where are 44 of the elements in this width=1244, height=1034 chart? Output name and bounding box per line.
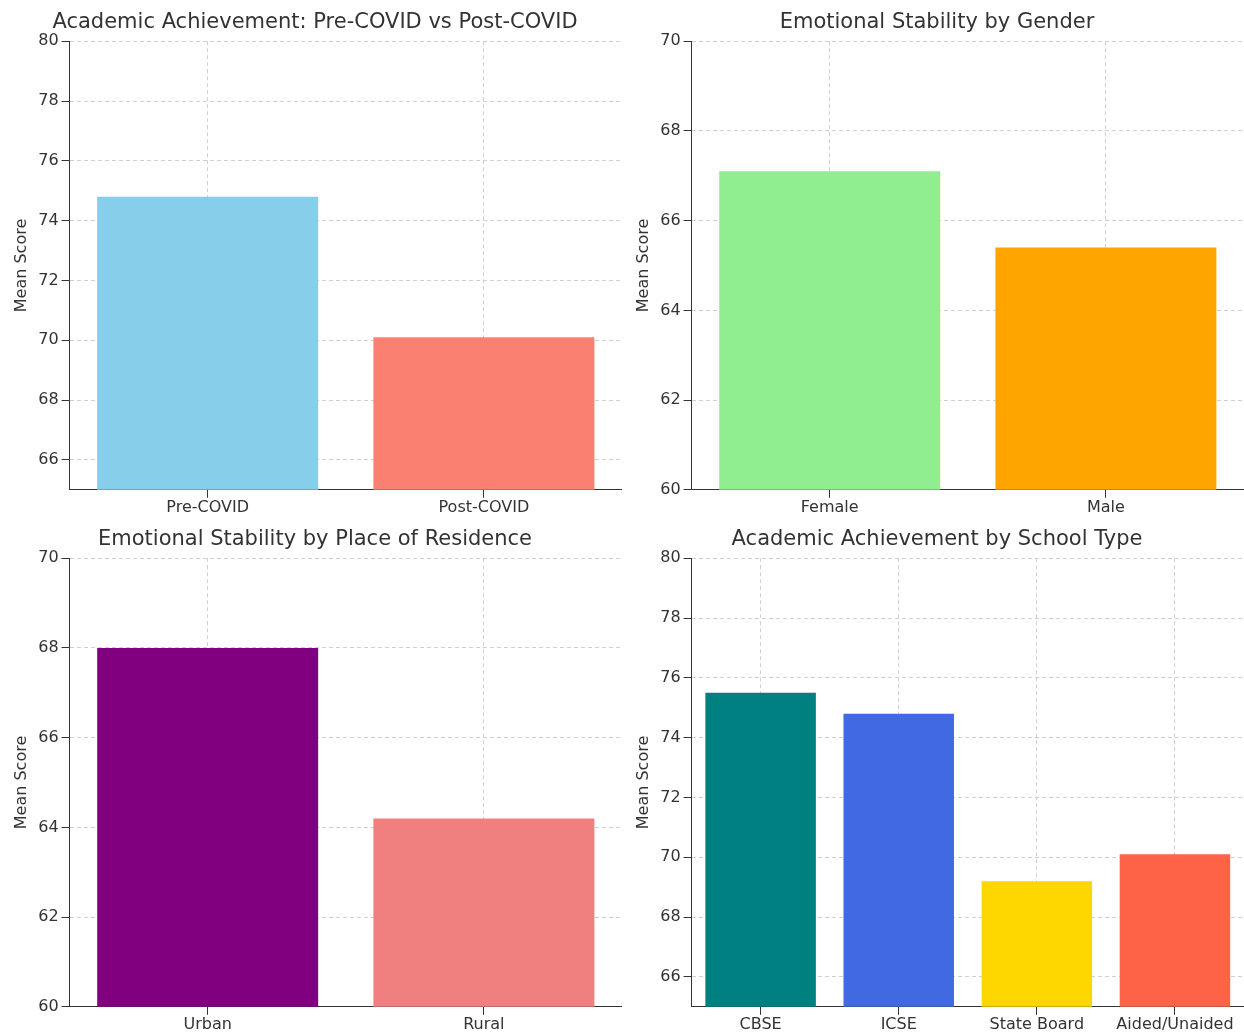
y-tick-label: 64 [38, 816, 59, 836]
x-tick-label: Pre-COVID [166, 496, 250, 516]
y-tick-label: 66 [660, 966, 681, 986]
y-tick-label: 66 [660, 209, 681, 229]
y-tick-label: 76 [38, 149, 59, 169]
y-tick-label: 64 [660, 299, 681, 319]
y-tick-label: 78 [38, 90, 59, 110]
y-tick-label: 72 [660, 786, 681, 806]
y-tick-label: 60 [660, 478, 681, 498]
y-tick-label: 70 [38, 329, 59, 349]
y-axis-title: Mean Score [10, 218, 30, 313]
chart-title: Emotional Stability by Gender [779, 9, 1095, 34]
chart-title: Emotional Stability by Place of Residence [97, 526, 533, 551]
y-tick-label: 62 [38, 906, 59, 926]
x-tick-label: Urban [183, 1013, 232, 1033]
y-tick-label: 68 [38, 389, 59, 409]
y-tick-label: 68 [38, 637, 59, 657]
y-tick-label: 62 [660, 389, 681, 409]
y-tick-label: 80 [660, 547, 681, 567]
y-tick-label: 70 [660, 846, 681, 866]
y-axis-title: Mean Score [10, 735, 30, 830]
y-tick-label: 72 [38, 269, 59, 289]
x-tick-label: CBSE [739, 1013, 782, 1033]
y-tick-label: 74 [660, 726, 681, 746]
y-tick-label: 66 [38, 449, 59, 469]
x-tick-label: State Board [989, 1013, 1085, 1033]
y-tick-label: 74 [38, 209, 59, 229]
x-tick-label: ICSE [880, 1013, 917, 1033]
x-tick-label: Post-COVID [438, 496, 530, 516]
x-tick-label: Male [1086, 496, 1125, 516]
x-tick-label: Aided/Unaided [1116, 1013, 1234, 1033]
y-axis-title: Mean Score [632, 218, 652, 313]
y-tick-label: 70 [38, 547, 59, 567]
y-tick-label: 76 [660, 666, 681, 686]
y-tick-label: 70 [660, 30, 681, 50]
y-tick-label: 78 [660, 607, 681, 627]
y-tick-label: 66 [38, 726, 59, 746]
chart-title: Academic Achievement by School Type [731, 526, 1143, 551]
x-tick-label: Female [800, 496, 859, 516]
x-tick-label: Rural [463, 1013, 505, 1033]
y-tick-label: 60 [38, 995, 59, 1015]
y-axis-title: Mean Score [632, 735, 652, 830]
y-tick-label: 68 [660, 120, 681, 140]
y-tick-label: 68 [660, 906, 681, 926]
